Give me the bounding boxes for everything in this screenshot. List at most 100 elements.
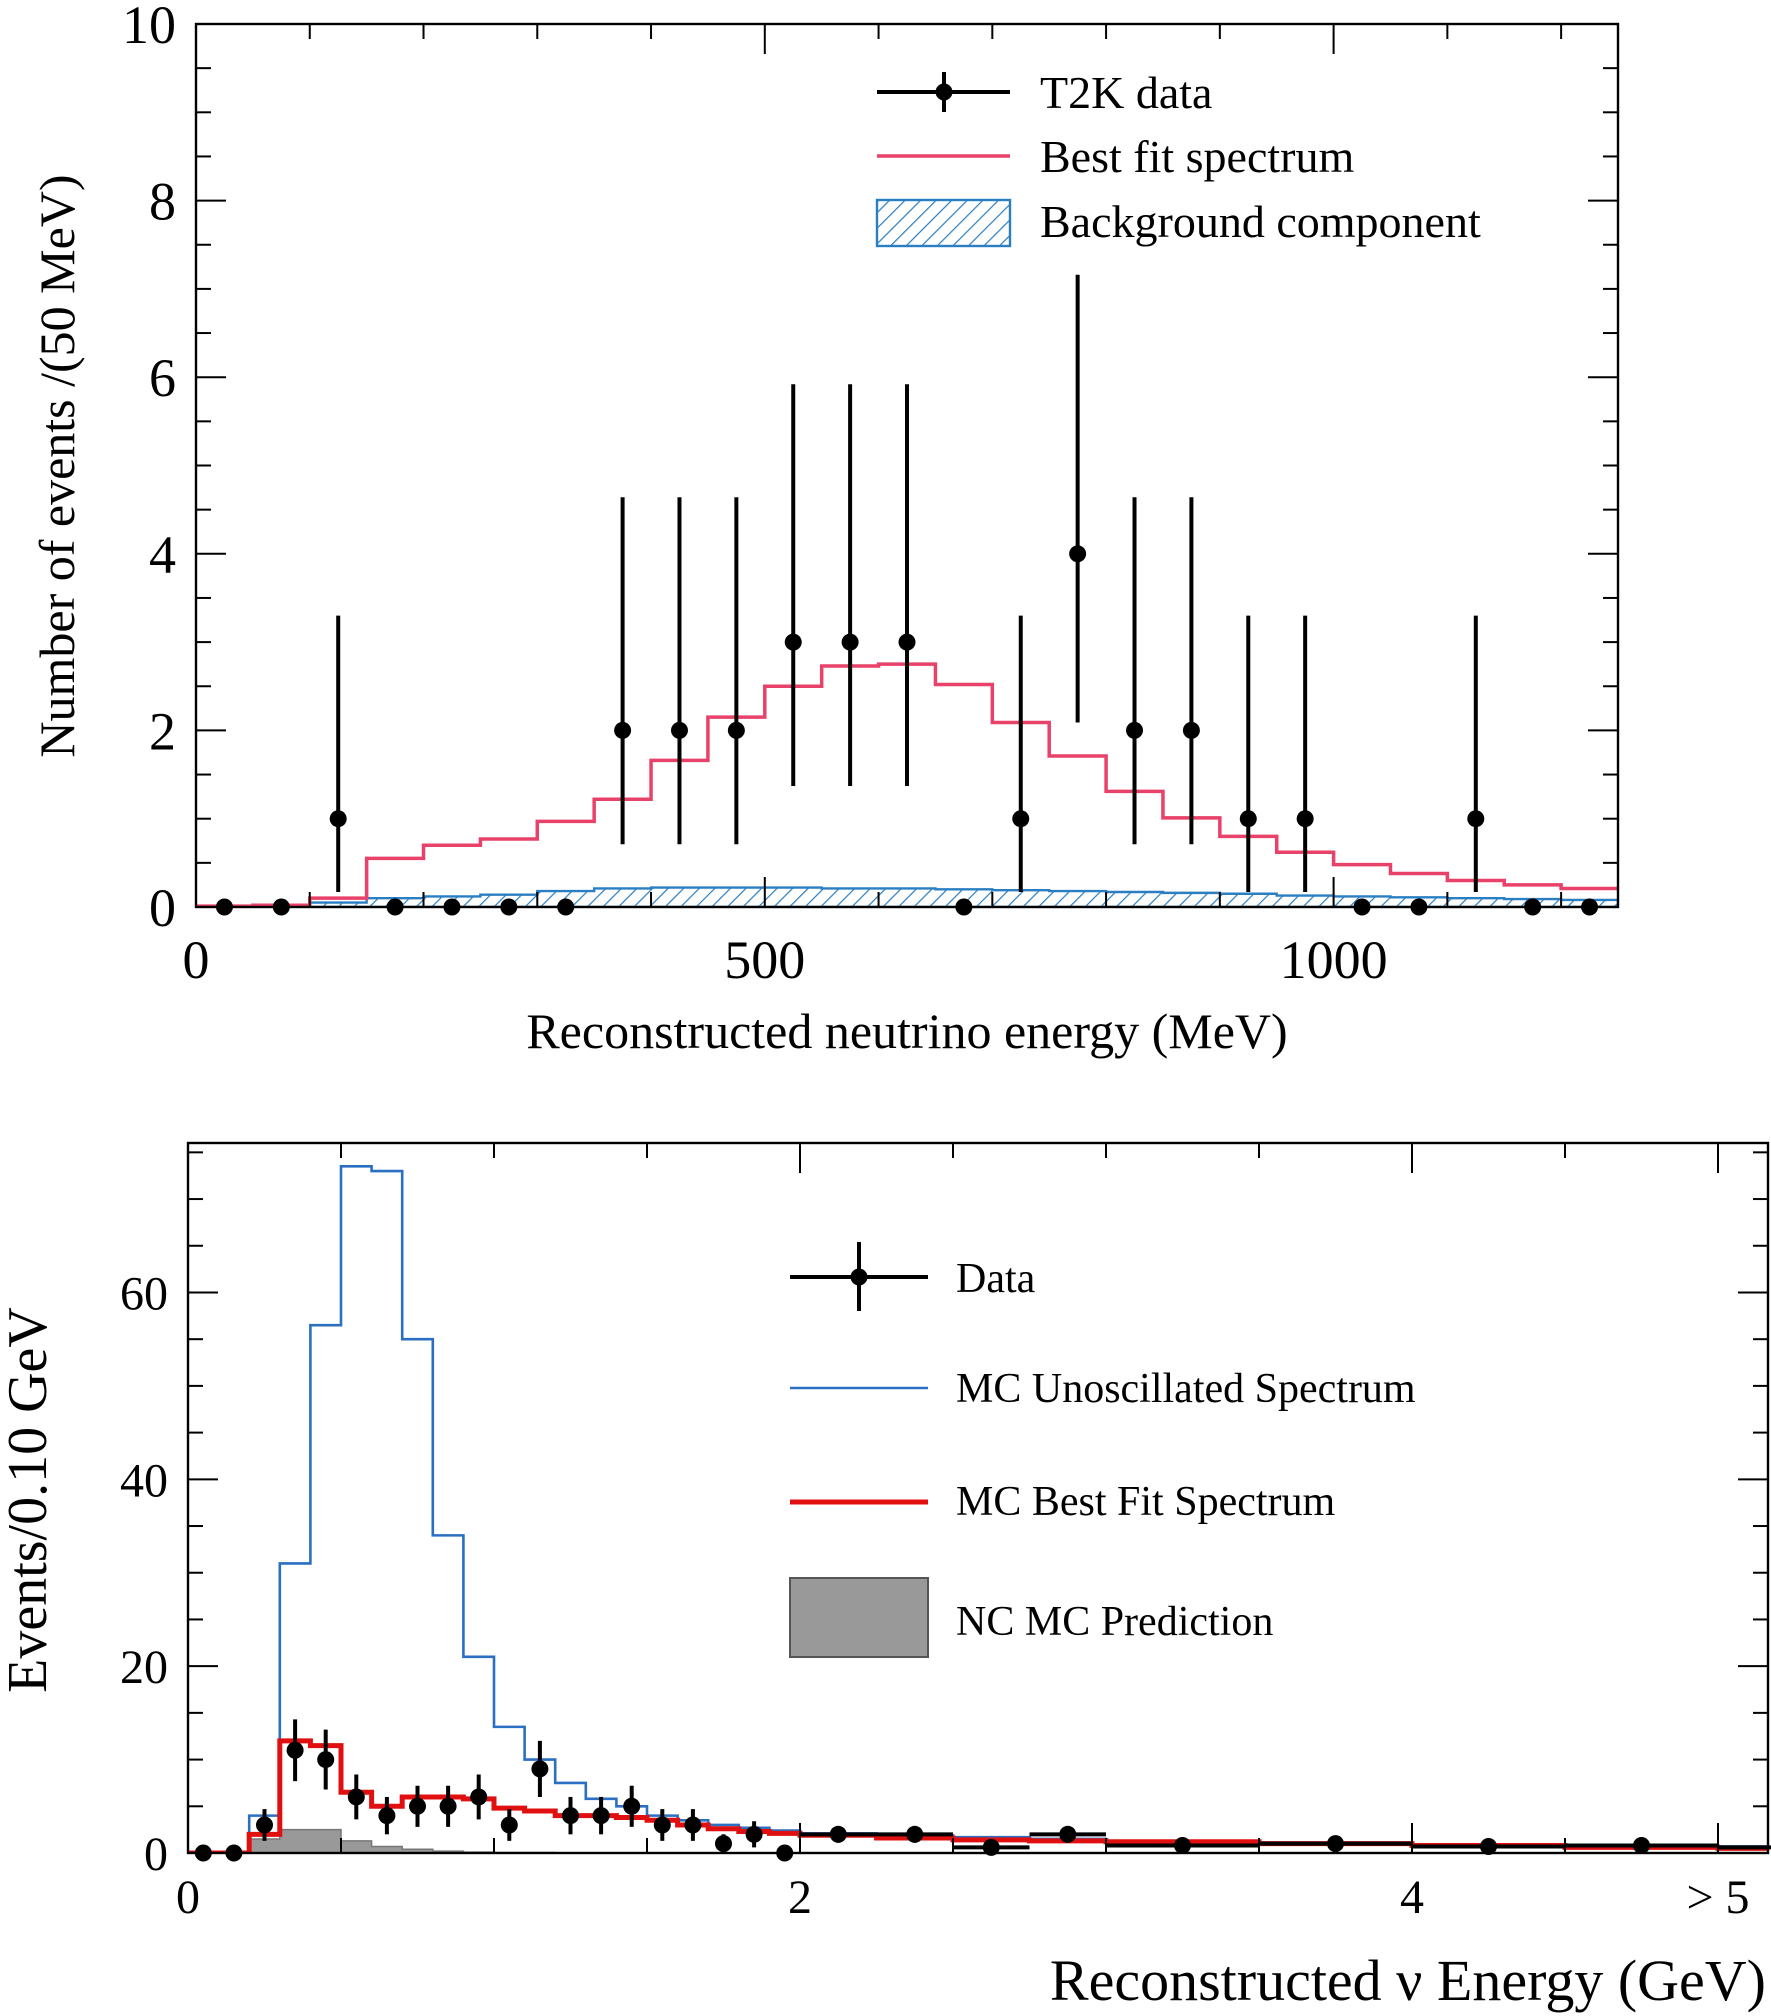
bottom-data-marker — [1327, 1835, 1344, 1853]
bottom-data-marker — [409, 1797, 426, 1815]
bottom-data-point — [953, 1838, 1030, 1856]
bottom-data-marker — [562, 1807, 579, 1825]
bottom-plot-frame — [186, 1141, 1770, 1855]
top-data-marker — [1182, 721, 1200, 739]
bottom-legend-data-label: Data — [956, 1256, 1036, 1302]
bottom-data-marker — [1480, 1837, 1497, 1855]
top-data-point — [841, 384, 859, 787]
bottom-data-marker — [347, 1788, 365, 1806]
bottom-data-marker — [653, 1816, 671, 1834]
bottom-y-tick-label: 40 — [120, 1454, 168, 1507]
bottom-data-marker — [715, 1835, 732, 1853]
top-data-point — [1239, 615, 1257, 892]
bottom-data-marker — [1174, 1837, 1191, 1855]
bottom-data-marker — [592, 1807, 610, 1825]
top-x-tick-label: 500 — [724, 930, 805, 990]
top-y-tick-label: 4 — [149, 525, 176, 585]
bottom-data-point — [317, 1729, 335, 1790]
top-y-tick-label: 10 — [122, 0, 176, 55]
top-data-point — [727, 497, 745, 845]
bottom-data-point — [745, 1821, 763, 1848]
bottom-data-point — [378, 1796, 396, 1835]
top-legend-fit-label: Best fit spectrum — [1040, 131, 1354, 182]
bottom-data-point — [470, 1774, 488, 1820]
top-data-point — [784, 384, 802, 787]
bottom-data-point — [623, 1785, 641, 1827]
bottom-data-point — [684, 1809, 702, 1841]
top-x-tick-label: 0 — [183, 930, 210, 990]
bottom-data-marker — [317, 1751, 335, 1769]
bottom-data-point — [531, 1740, 549, 1797]
bottom-data-point — [286, 1719, 304, 1782]
bottom-data-point — [500, 1809, 518, 1841]
bottom-data-marker — [623, 1797, 641, 1815]
bottom-legend-bestfit-label: MC Best Fit Spectrum — [956, 1479, 1336, 1525]
top-data-point — [1069, 274, 1087, 723]
top-data-point — [1296, 615, 1314, 892]
bottom-legend-nc-symbol — [789, 1577, 929, 1658]
top-data-point — [898, 384, 916, 787]
top-data-marker — [1069, 545, 1087, 563]
top-y-axis-title: Number of events /(50 MeV) — [29, 174, 85, 757]
bottom-legend: Data MC Unoscillated Spectrum MC Best Fi… — [789, 1242, 1416, 1658]
bottom-data-point — [439, 1785, 457, 1827]
top-data-marker — [784, 633, 802, 651]
top-data-marker — [1467, 810, 1485, 828]
bottom-legend-data-symbol — [790, 1242, 928, 1311]
bottom-data-point — [1718, 1845, 1771, 1850]
top-x-axis-title: Reconstructed neutrino energy (MeV) — [526, 1003, 1287, 1059]
bottom-data-point — [347, 1774, 365, 1820]
top-y-tick-label: 6 — [149, 348, 176, 408]
bottom-x-tick-label: 0 — [176, 1871, 200, 1924]
bottom-x-tick-label: 4 — [1400, 1871, 1424, 1924]
top-data-point — [1126, 497, 1144, 845]
top-data-point — [1182, 497, 1200, 845]
top-data-marker — [329, 810, 347, 828]
bottom-data-point — [800, 1825, 877, 1843]
top-y-tick-label: 0 — [149, 878, 176, 938]
bottom-y-axis-title: Events/0.10 GeV — [0, 1307, 59, 1693]
bottom-x-axis-title: Reconstructed ν Energy (GeV) — [1050, 1948, 1766, 2013]
top-legend: T2K data Best fit spectrum Background co… — [875, 67, 1481, 248]
top-background-histogram — [196, 886, 1618, 907]
top-x-tick-label: 1000 — [1280, 930, 1388, 990]
top-data-marker — [1296, 810, 1314, 828]
bottom-chart: 0 2 4 > 5 0 20 40 60 Reconstructed ν Energy (Ge… — [0, 1141, 1771, 2013]
bottom-data-marker — [906, 1825, 924, 1843]
bottom-data-point — [562, 1796, 579, 1835]
bottom-data-point — [1029, 1825, 1106, 1843]
bottom-data-marker — [470, 1788, 488, 1806]
bottom-x-tick-label: 2 — [788, 1871, 812, 1924]
bottom-data-point — [1259, 1835, 1412, 1853]
bottom-data-marker — [684, 1816, 702, 1834]
top-data-marker — [670, 721, 688, 739]
bottom-data-point — [1412, 1837, 1565, 1855]
top-legend-background-label: Background component — [1040, 196, 1481, 247]
bottom-data-marker — [745, 1825, 763, 1843]
bottom-data-point — [876, 1825, 953, 1843]
top-data-point — [614, 497, 632, 845]
top-data-marker — [1126, 721, 1144, 739]
top-data-marker — [727, 721, 745, 739]
top-data-marker — [898, 633, 916, 651]
bottom-x-tick-label: > 5 — [1686, 1871, 1749, 1924]
bottom-data-point — [409, 1785, 426, 1827]
bottom-data-point — [1106, 1837, 1259, 1855]
bottom-data-marker — [1059, 1825, 1077, 1843]
top-legend-background-symbol — [875, 198, 1012, 248]
top-data-marker — [614, 721, 632, 739]
top-y-tick-label: 2 — [149, 701, 176, 761]
top-chart: 0 500 1000 0 2 4 6 8 10 Reconstructed neutrino e… — [29, 0, 1620, 1059]
bottom-data-marker — [439, 1797, 457, 1815]
bottom-data-marker — [531, 1760, 549, 1778]
top-legend-data-label: T2K data — [1040, 67, 1212, 118]
bottom-data-point — [1565, 1837, 1718, 1855]
top-data-point — [1012, 615, 1030, 892]
top-data-point — [670, 497, 688, 845]
top-data-marker — [1239, 810, 1257, 828]
bottom-data-marker — [378, 1807, 396, 1825]
bottom-y-tick-label: 20 — [120, 1641, 168, 1694]
bottom-data-point — [715, 1834, 732, 1853]
bottom-legend-unosc-label: MC Unoscillated Spectrum — [956, 1366, 1416, 1412]
